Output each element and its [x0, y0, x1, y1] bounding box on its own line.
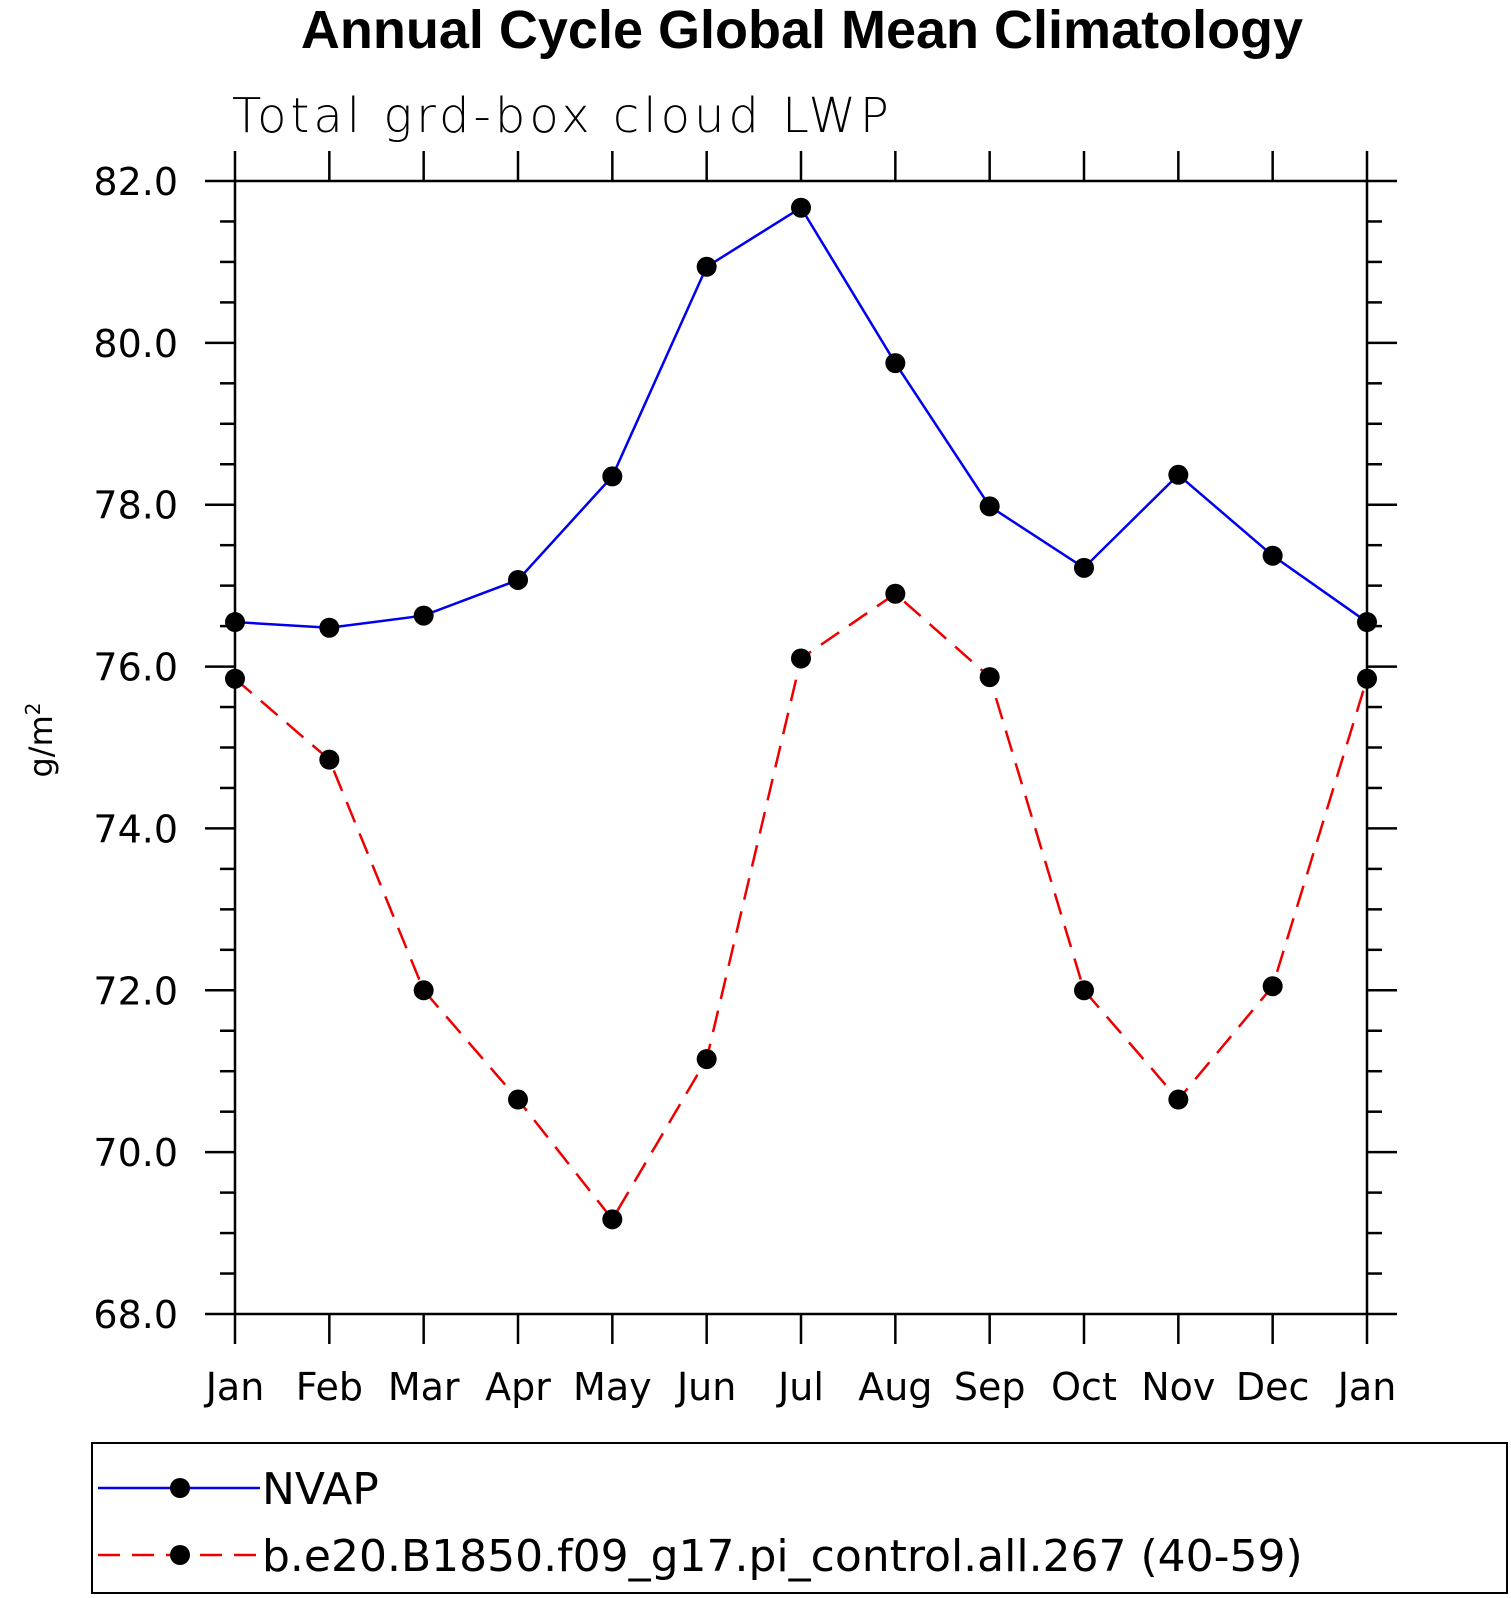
series-line-2: [234, 592, 1369, 1222]
x-tick-label: Aug: [858, 1365, 932, 1409]
y-axis-label-text: g/m: [22, 715, 60, 777]
data-point: [979, 496, 1000, 517]
y-tick-label: 70.0: [93, 1131, 178, 1175]
data-point: [602, 1209, 623, 1230]
data-point: [696, 1049, 717, 1070]
data-point: [791, 197, 811, 218]
plot-axes: Jan Feb Mar Apr May Jun Jul Aug Sep Oct Nov Dec Jan 6…: [93, 151, 1397, 1409]
series-line-1: [234, 205, 1368, 629]
data-point: [602, 466, 623, 487]
y-tick-label: 68.0: [93, 1293, 178, 1337]
data-point: [319, 749, 340, 770]
legend: NVAP b.e20.B1850.f09_g17.pi_control.all.2…: [91, 1442, 1508, 1594]
svg-text:g/m2: g/m2: [21, 703, 60, 778]
data-point: [1357, 668, 1377, 689]
x-tick-label: May: [573, 1365, 652, 1409]
x-tick-label: Nov: [1141, 1365, 1215, 1409]
data-point: [1357, 612, 1377, 633]
y-tick-label: 78.0: [93, 484, 178, 528]
data-point: [508, 1089, 528, 1110]
data-point: [508, 569, 528, 590]
x-tick-label: Mar: [388, 1365, 460, 1409]
x-tick-label: Oct: [1051, 1365, 1117, 1409]
y-axis-label: g/m2: [21, 703, 60, 778]
data-point: [225, 668, 245, 689]
data-point: [1074, 557, 1094, 578]
y-axis-label-superscript: 2: [21, 703, 45, 716]
data-point: [791, 648, 811, 669]
y-tick-label: 76.0: [93, 646, 178, 690]
data-point: [979, 667, 1000, 688]
legend-marker: [170, 1545, 190, 1565]
data-point: [696, 256, 717, 277]
x-tick-label: Jan: [1336, 1365, 1397, 1409]
legend-box: [91, 1442, 1508, 1594]
data-point: [1168, 464, 1189, 485]
data-point: [413, 605, 434, 626]
x-tick-label: Dec: [1236, 1365, 1310, 1409]
data-point: [1262, 976, 1283, 997]
plot-frame: [233, 179, 1369, 1316]
y-tick-label: 72.0: [93, 969, 178, 1013]
x-tick-label: Jun: [675, 1365, 736, 1409]
x-tick-label: Jan: [204, 1365, 265, 1409]
data-point: [413, 980, 434, 1001]
chart-subtitle: Total grd-box cloud LWP: [232, 88, 893, 144]
chart-title: Annual Cycle Global Mean Climatology: [301, 0, 1303, 60]
data-point: [1074, 980, 1094, 1001]
x-tick-label: Apr: [485, 1365, 551, 1409]
legend-label-2: b.e20.B1850.f09_g17.pi_control.all.267 (…: [262, 1531, 1303, 1582]
x-tick-label: Feb: [296, 1365, 363, 1409]
data-point: [885, 353, 906, 374]
y-tick-label: 74.0: [93, 807, 178, 851]
data-point: [225, 612, 245, 633]
x-tick-label: Sep: [954, 1365, 1026, 1409]
data-point: [1168, 1089, 1189, 1110]
legend-label-1: NVAP: [262, 1464, 379, 1515]
data-point: [885, 583, 906, 604]
x-tick-label: Jul: [776, 1365, 824, 1409]
data-point: [1262, 545, 1283, 566]
legend-marker: [170, 1478, 190, 1498]
y-tick-label: 82.0: [93, 160, 178, 204]
series-layer: [225, 197, 1377, 1230]
y-tick-label: 80.0: [93, 322, 178, 366]
data-point: [319, 617, 340, 638]
